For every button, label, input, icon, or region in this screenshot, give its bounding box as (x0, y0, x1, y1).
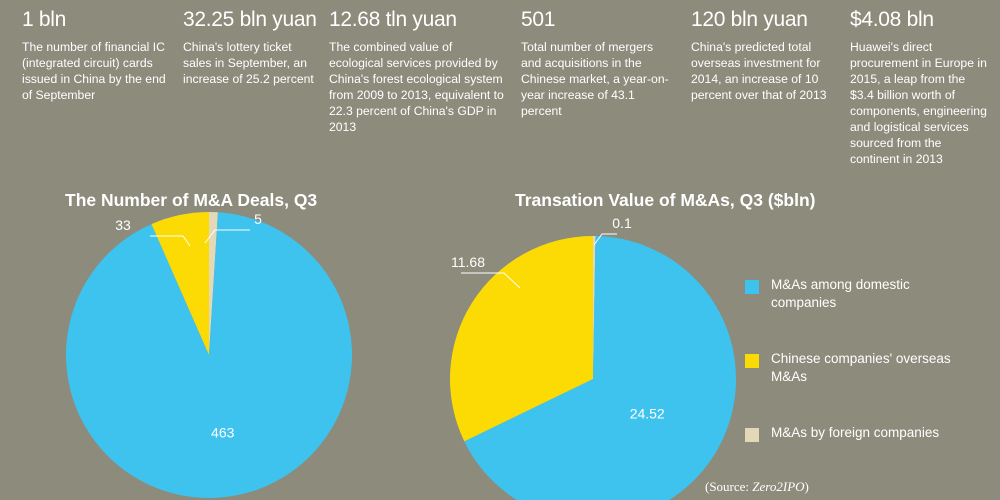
stat-description: The combined value of ecological service… (329, 40, 504, 134)
stat-ic-cards: 1 bln The number of financial IC (integr… (22, 6, 172, 103)
pie-deals-label-foreign: 5 (254, 211, 262, 227)
source-suffix: ) (804, 479, 809, 494)
pie-value-slice-overseas (449, 236, 593, 442)
pie-value-slice-domestic (464, 236, 736, 500)
pie-value-label-domestic: 24.52 (630, 406, 665, 422)
stat-value: 12.68 tln yuan (329, 8, 457, 31)
stat-value: 501 (521, 8, 556, 31)
pie-value-leader-overseas (461, 272, 521, 289)
pie-value-leader-foreign (593, 233, 617, 246)
legend-swatch (745, 354, 759, 368)
stat-lottery-sales: 32.25 bln yuan China's lottery ticket sa… (183, 6, 318, 87)
source-prefix: (Source: (705, 479, 753, 494)
pie-deals-slice-overseas (151, 212, 209, 355)
stat-value: 120 bln yuan (691, 8, 808, 31)
legend-swatch (745, 280, 759, 294)
chart-title-deals: The Number of M&A Deals, Q3 (65, 190, 318, 210)
pie-deals-slice-domestic (65, 212, 352, 498)
stat-overseas-investment: 120 bln yuan China's predicted total ove… (691, 6, 837, 103)
legend-label: M&As among domestic companies (771, 277, 910, 310)
source-note: (Source: Zero2IPO) (705, 479, 809, 495)
pie-deals-label-overseas: 33 (115, 217, 131, 233)
stat-description: Total number of mergers and acquisitions… (521, 40, 669, 118)
legend-label: M&As by foreign companies (771, 425, 940, 440)
legend-swatch (745, 428, 759, 442)
stat-description: The number of financial IC (integrated c… (22, 40, 166, 102)
stat-value: 1 bln (22, 8, 67, 31)
stat-value: 32.25 bln yuan (183, 8, 317, 31)
stat-value: $4.08 bln (850, 8, 934, 31)
stat-huawei-procurement: $4.08 bln Huawei's direct procurement in… (850, 6, 990, 167)
pie-value-label-foreign: 0.1 (612, 215, 632, 231)
pie-deals-label-domestic: 463 (211, 424, 235, 440)
legend-label: Chinese companies' overseas M&As (771, 351, 951, 384)
pie-deals-leader-foreign (204, 229, 250, 244)
source-name: Zero2IPO (752, 479, 805, 494)
pie-value-slice-foreign (593, 236, 596, 379)
pie-deals-leader-overseas (150, 235, 191, 247)
stat-mergers: 501 Total number of mergers and acquisit… (521, 6, 673, 119)
pie-value-label-overseas: 11.68 (451, 254, 485, 270)
stat-description: China's lottery ticket sales in Septembe… (183, 40, 314, 86)
stat-description: Huawei's direct procurement in Europe in… (850, 40, 987, 166)
stat-forest-services: 12.68 tln yuan The combined value of eco… (329, 6, 504, 135)
stat-description: China's predicted total overseas investm… (691, 40, 827, 102)
pie-deals-slice-foreign (209, 212, 218, 355)
chart-title-value: Transation Value of M&As, Q3 ($bln) (515, 190, 816, 210)
stats-row: 1 bln The number of financial IC (integr… (0, 0, 1000, 190)
